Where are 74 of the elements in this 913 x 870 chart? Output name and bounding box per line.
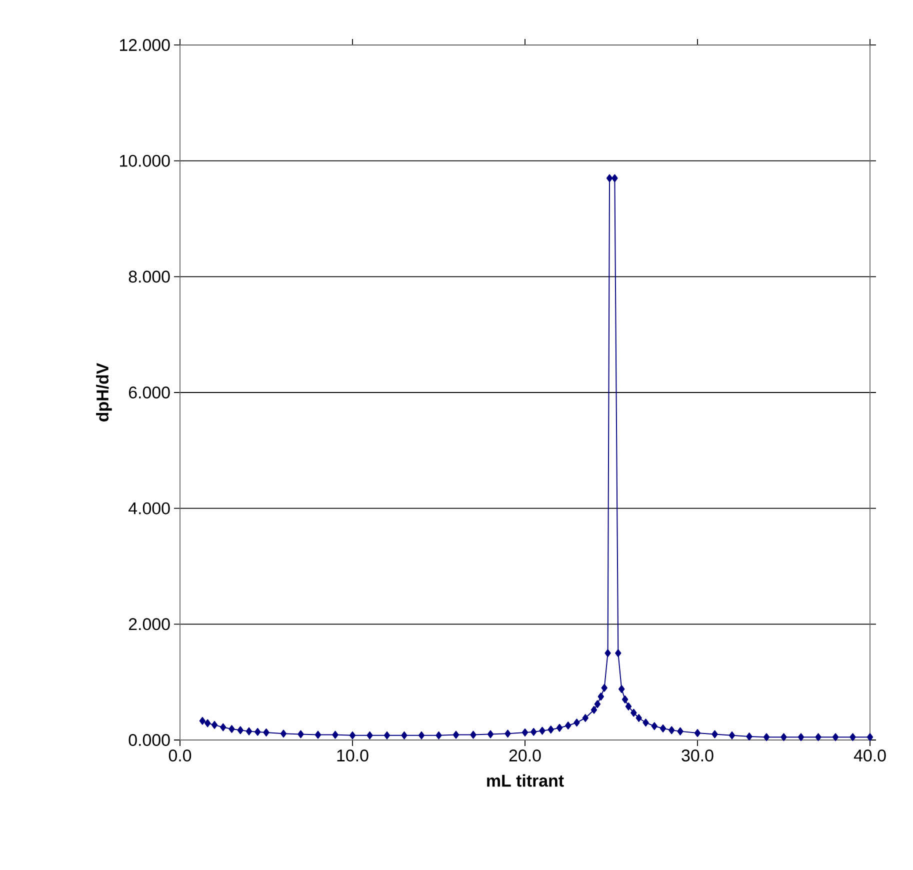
y-tick-label: 12.000	[120, 38, 170, 51]
point	[668, 726, 675, 734]
point	[211, 720, 218, 729]
point	[625, 702, 632, 710]
point	[298, 730, 304, 738]
point	[228, 725, 235, 733]
point	[850, 733, 856, 742]
point	[615, 649, 622, 658]
point	[539, 726, 546, 735]
point	[254, 728, 261, 736]
point	[199, 716, 206, 725]
point	[556, 724, 563, 732]
point	[349, 731, 356, 740]
point	[246, 727, 252, 736]
point	[763, 733, 770, 742]
point	[612, 174, 618, 182]
point	[263, 728, 270, 736]
point	[504, 730, 511, 738]
point	[642, 718, 649, 727]
point	[728, 731, 736, 740]
point	[384, 731, 390, 740]
y-tick-label: 0.000	[128, 734, 170, 746]
point	[522, 728, 528, 736]
point	[746, 732, 752, 741]
point	[436, 731, 442, 740]
x-tick-label: 40.0	[854, 749, 886, 762]
point	[418, 731, 425, 740]
y-tick-label: 6.000	[128, 386, 170, 398]
x-tick-label: 30.0	[682, 749, 714, 762]
point	[798, 733, 804, 742]
y-tick-label: 4.000	[128, 502, 170, 514]
point	[622, 695, 628, 704]
point	[594, 700, 601, 708]
y-tick-label: 2.000	[128, 618, 170, 630]
point	[601, 684, 608, 692]
x-tick-label: 0.0	[168, 749, 192, 762]
point	[220, 723, 226, 732]
point	[548, 726, 554, 734]
point	[677, 727, 684, 736]
point	[606, 174, 613, 182]
point	[815, 733, 822, 742]
point	[604, 649, 611, 658]
point	[565, 722, 572, 730]
point	[487, 730, 494, 738]
point	[598, 692, 604, 701]
point	[780, 733, 787, 742]
point	[636, 714, 642, 722]
x-axis-title: mL titrant	[487, 774, 564, 787]
point	[660, 724, 666, 732]
point	[366, 731, 373, 740]
y-tick-label: 8.000	[128, 270, 170, 283]
point	[574, 718, 580, 727]
point	[204, 719, 211, 728]
point	[694, 729, 701, 738]
point	[712, 730, 718, 738]
point	[452, 730, 460, 739]
point	[651, 722, 658, 730]
point	[314, 730, 322, 739]
point	[866, 733, 874, 742]
x-tick-label: 10.0	[337, 749, 368, 762]
point	[280, 730, 287, 738]
point	[582, 714, 588, 722]
x-tick-label: 20.0	[509, 749, 541, 762]
y-tick-label: 10.000	[120, 154, 170, 167]
point	[630, 708, 637, 717]
point	[237, 726, 244, 734]
point	[332, 730, 338, 739]
point	[618, 685, 625, 694]
y-axis-title: dpH/dV	[96, 362, 112, 422]
point	[401, 731, 408, 740]
point	[590, 706, 598, 714]
point	[470, 730, 476, 739]
point	[530, 728, 537, 736]
point	[832, 733, 839, 742]
